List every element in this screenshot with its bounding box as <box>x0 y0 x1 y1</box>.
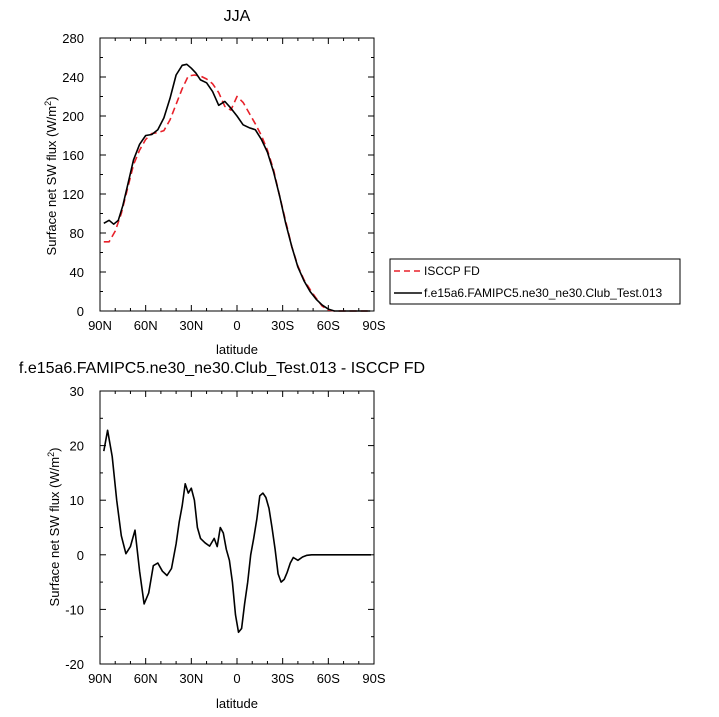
top-y-axis-title-main: Surface net SW flux (W/m <box>44 106 59 256</box>
top-plot-area: 90N 60N 30N 0 30S 60S 90S 0 40 80 120 160 200 240 280 <box>62 31 386 333</box>
bottom-y-tick-label: 0 <box>77 548 84 563</box>
top-series-line-1 <box>103 63 371 312</box>
legend-box <box>389 258 681 305</box>
top-y-axis-title-sup: 2 <box>43 101 53 106</box>
top-series-line-0 <box>103 74 371 312</box>
top-x-tick-label: 90S <box>362 318 385 333</box>
bottom-y-axis-title-main: Surface net SW flux (W/m <box>47 457 62 607</box>
top-x-tick-label: 0 <box>233 318 240 333</box>
legend: ISCCP FD f.e15a6.FAMIPC5.ne30_ne30.Club_… <box>389 258 681 305</box>
top-y-tick-label: 200 <box>62 109 84 124</box>
top-y-tick-label: 120 <box>62 187 84 202</box>
top-y-tick-label: 160 <box>62 148 84 163</box>
top-x-tick-label: 60N <box>134 318 158 333</box>
bottom-y-tick-label: 20 <box>70 439 84 454</box>
top-y-tick-label: 40 <box>70 265 84 280</box>
legend-label-isccp: ISCCP FD <box>424 264 480 278</box>
bottom-x-tick-label: 90S <box>362 671 385 686</box>
top-y-axis-title: Surface net SW flux (W/m2) <box>43 97 59 256</box>
bottom-x-tick-label: 0 <box>233 671 240 686</box>
bottom-y-tick-label: -10 <box>65 602 84 617</box>
top-y-tick-label: 0 <box>77 304 84 319</box>
top-x-tick-label: 90N <box>88 318 112 333</box>
bottom-y-tick-label: 10 <box>70 493 84 508</box>
bottom-y-tick-label: 30 <box>70 384 84 399</box>
top-panel: JJA 90N 60N 30N 0 30S 60S 90S 0 40 80 120 160 200 240… <box>43 8 386 357</box>
bottom-x-tick-label: 30S <box>271 671 294 686</box>
top-y-axis-title-end: ) <box>44 97 59 101</box>
top-x-axis-title: latitude <box>216 342 258 357</box>
top-chart-title: JJA <box>224 8 251 25</box>
top-plot-frame <box>99 37 375 312</box>
bottom-x-tick-label: 30N <box>179 671 203 686</box>
top-x-tick-label: 30S <box>271 318 294 333</box>
top-y-tick-label: 80 <box>70 226 84 241</box>
bottom-chart-title: f.e15a6.FAMIPC5.ne30_ne30.Club_Test.013 … <box>19 360 425 377</box>
bottom-y-axis-title-end: ) <box>47 448 62 452</box>
top-x-tick-label: 30N <box>179 318 203 333</box>
bottom-y-axis-title: Surface net SW flux (W/m2) <box>46 448 62 607</box>
top-y-tick-label: 280 <box>62 31 84 46</box>
bottom-y-tick-label: -20 <box>65 657 84 672</box>
legend-label-model: f.e15a6.FAMIPC5.ne30_ne30.Club_Test.013 <box>424 286 662 300</box>
bottom-x-axis-title: latitude <box>216 696 258 711</box>
top-x-tick-label: 60S <box>317 318 340 333</box>
top-y-tick-label: 240 <box>62 70 84 85</box>
bottom-plot-area: 90N 60N 30N 0 30S 60S 90S -20 -10 0 10 20 30 <box>65 384 386 686</box>
bottom-panel: f.e15a6.FAMIPC5.ne30_ne30.Club_Test.013 … <box>19 360 425 711</box>
bottom-series-line-0 <box>103 429 371 634</box>
bottom-x-tick-label: 60S <box>317 671 340 686</box>
bottom-x-tick-label: 90N <box>88 671 112 686</box>
bottom-x-tick-label: 60N <box>134 671 158 686</box>
bottom-y-axis-title-sup: 2 <box>46 452 56 457</box>
